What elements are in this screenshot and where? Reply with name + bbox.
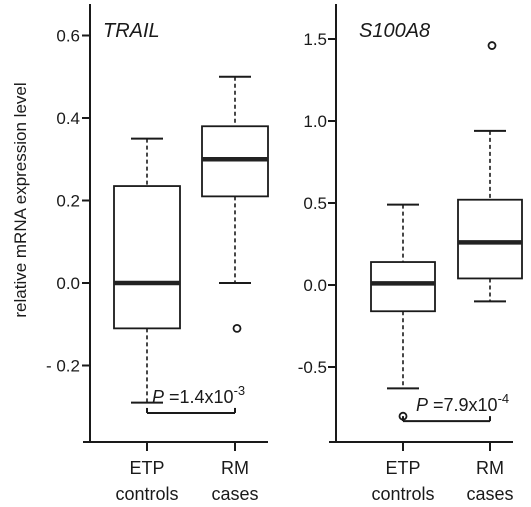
y-tick-label: 0.4 xyxy=(56,109,80,128)
y-tick-label: - 0.2 xyxy=(46,357,80,376)
box xyxy=(457,198,523,280)
p-symbol: P xyxy=(416,395,428,415)
panel-title: TRAIL xyxy=(103,20,160,42)
outlier-point xyxy=(487,41,497,50)
p-value-mantissa: =7.9x10 xyxy=(428,395,498,415)
y-tick-label: -0.5 xyxy=(298,358,327,377)
x-category-label-line1: ETP xyxy=(129,458,164,478)
x-category-label-line1: RM xyxy=(221,458,249,478)
p-value-exponent: -3 xyxy=(234,383,246,398)
y-tick-label: 0.6 xyxy=(56,27,80,46)
y-tick-label: 0.5 xyxy=(303,194,327,213)
y-tick-label: 1.0 xyxy=(303,112,327,131)
y-tick-label: 0.0 xyxy=(303,276,327,295)
y-tick-label: 0.2 xyxy=(56,192,80,211)
panel-title: S100A8 xyxy=(359,20,430,42)
p-value-exponent: -4 xyxy=(498,391,510,406)
p-value-mantissa: =1.4x10 xyxy=(164,387,234,407)
box xyxy=(113,185,181,330)
panel-trail: 0.6 0.4 0.2 0.0 - 0.2 TRAIL P =1.4x10-3 ETP cont… xyxy=(46,4,269,504)
p-value-label: P =7.9x10-4 xyxy=(416,391,509,415)
p-symbol: P xyxy=(152,387,164,407)
p-value-label: P =1.4x10-3 xyxy=(152,383,245,407)
y-tick-label: 1.5 xyxy=(303,30,327,49)
x-category-label-line2: controls xyxy=(371,484,434,504)
y-tick-label: 0.0 xyxy=(56,274,80,293)
x-category-label-line2: cases xyxy=(466,484,513,504)
y-axis-label: relative mRNA expression level xyxy=(11,82,30,317)
x-category-label-line2: controls xyxy=(115,484,178,504)
x-category-label-line1: ETP xyxy=(385,458,420,478)
box xyxy=(370,261,436,313)
panel-s100a8: 1.5 1.0 0.5 0.0 -0.5 S100A8 P =7.9x10-4 ETP cont… xyxy=(298,4,523,504)
x-category-label-line2: cases xyxy=(211,484,258,504)
x-category-label-line1: RM xyxy=(476,458,504,478)
outlier-point xyxy=(232,323,242,333)
